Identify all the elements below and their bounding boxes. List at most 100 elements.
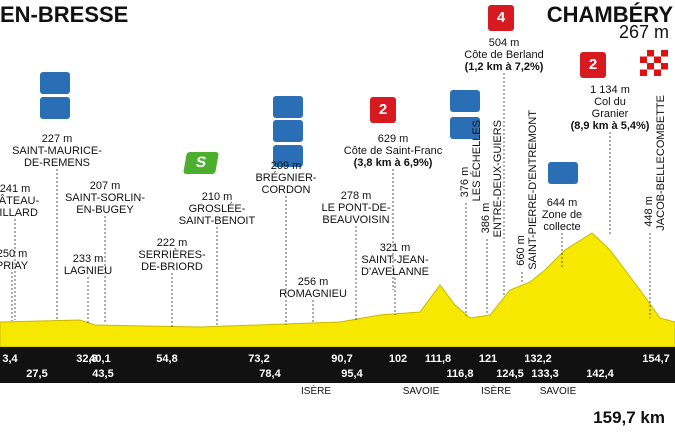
km-mark: 121	[478, 353, 498, 365]
km-mark: 111,8	[424, 353, 452, 365]
vertical-place: 386 m ENTRE-DEUX-GUIERS	[480, 120, 504, 237]
place-label: 233 m LAGNIEU	[64, 253, 112, 277]
vertical-place: 448 m JACOB-BELLECOMBETTE	[643, 95, 667, 231]
category-badge: 4	[488, 5, 514, 31]
place-name: D'AVELANNE	[361, 266, 429, 278]
km-mark: 27,5	[26, 368, 48, 380]
place-name: AILLARD	[0, 207, 38, 219]
place-label: 222 m SERRIÈRES- DE-BRIORD	[138, 237, 205, 273]
vertical-place: 660 m SAINT-PIERRE-D'ENTREMONT	[515, 110, 539, 270]
place-elevation: 644 m	[546, 197, 578, 209]
km-mark: 3,4	[2, 353, 18, 365]
place-label: 504 m Côte de Berland (1,2 km à 7,2%)	[464, 37, 544, 73]
place-label: 210 m GROSLÉE- SAINT-BENOIT	[179, 191, 255, 227]
place-name: Col du	[594, 96, 626, 108]
place-name: CORDON	[261, 184, 311, 196]
km-mark: 54,8	[156, 353, 178, 365]
place-elevation: 629 m	[377, 133, 409, 145]
km-mark: 116,8	[446, 368, 474, 380]
place-elevation: 207 m	[89, 180, 121, 192]
place-name: GROSLÉE-	[188, 203, 246, 215]
flag	[640, 50, 668, 76]
place-name: ROMAGNIEU	[279, 288, 347, 300]
place-name: BEAUVOISIN	[322, 214, 390, 226]
place-name: SAINT-JEAN-	[361, 254, 429, 266]
place-elevation: 256 m	[297, 276, 329, 288]
finish-town: CHAMBÉRY	[546, 2, 673, 27]
region-label: ISÈRE	[300, 386, 332, 397]
start-town: EN-BRESSE	[0, 2, 129, 27]
km-mark: 73,2	[248, 353, 270, 365]
icons	[40, 72, 578, 184]
place-label: 1 134 m Col du Granier (8,9 km à 5,4%)	[571, 84, 650, 132]
km-mark: 95,4	[341, 368, 363, 380]
place-elevation: 1 134 m	[590, 84, 630, 96]
place-elevation: 504 m	[488, 37, 520, 49]
km-mark: 40,1	[89, 353, 111, 365]
place-elevation: 241 m	[0, 183, 31, 195]
elevation-profile	[0, 232, 675, 348]
km-mark: 142,4	[586, 368, 614, 380]
place-name: Côte de Berland	[464, 49, 544, 61]
place-name: Zone de	[541, 209, 583, 221]
km-mark: 78,4	[259, 368, 281, 380]
place-name: DE-BRIORD	[141, 261, 203, 273]
place-label: 278 m LE PONT-DE- BEAUVOISIN	[321, 190, 390, 226]
place-name: SERRIÈRES-	[138, 249, 206, 261]
place-elevation: 386 m	[480, 202, 492, 234]
climb-detail: (1,2 km à 7,2%)	[464, 61, 544, 73]
place-name: JACOB-BELLECOMBETTE	[655, 95, 667, 231]
place-name: BRÉGNIER-	[255, 172, 317, 184]
place-name: LAGNIEU	[63, 265, 113, 277]
place-label: 321 m SAINT-JEAN- D'AVELANNE	[361, 242, 429, 278]
place-elevation: 209 m	[270, 160, 302, 172]
km-mark: 90,7	[331, 353, 353, 365]
place-name: LE PONT-DE-	[321, 202, 391, 214]
place-elevation: 227 m	[41, 133, 73, 145]
place-elevation: 250 m	[0, 248, 28, 260]
region-label: ISÈRE	[480, 386, 512, 397]
category-badge: S	[183, 152, 219, 174]
place-name: HÂTEAU-	[0, 195, 40, 207]
km-mark: 43,5	[92, 368, 114, 380]
place-label: 250 mPRIAY	[0, 248, 28, 272]
place-label: 241 mHÂTEAU-AILLARD	[0, 183, 39, 219]
place-name: EN-BUGEY	[76, 204, 134, 216]
place-label: 227 m SAINT-MAURICE- DE-REMENS	[12, 133, 102, 169]
place-elevation: 321 m	[379, 242, 411, 254]
km-mark: 32,8	[76, 353, 98, 365]
place-name: ENTRE-DEUX-GUIERS	[492, 120, 504, 238]
place-name: SAINT-SORLIN-	[64, 192, 146, 204]
finish-elevation: 267 m	[618, 22, 669, 42]
km-bar	[0, 347, 675, 383]
place-name: Granier	[591, 108, 629, 120]
place-name: collecte	[543, 221, 581, 233]
place-elevation: 278 m	[340, 190, 372, 202]
place-name: PRIAY	[0, 260, 29, 272]
km-mark: 133,3	[531, 368, 559, 380]
place-label: 629 m Côte de Saint-Franc (3,8 km à 6,9%)	[344, 133, 442, 169]
km-mark: 132,2	[524, 353, 552, 365]
place-elevation: 210 m	[201, 191, 233, 203]
place-name: SAINT-BENOIT	[178, 215, 256, 227]
place-name: SAINT-MAURICE-	[12, 145, 102, 157]
place-elevation: 233 m	[72, 253, 104, 265]
category-badge: 2	[580, 52, 606, 78]
place-label: 207 m SAINT-SORLIN- EN-BUGEY	[65, 180, 145, 216]
category-badge: 2	[370, 97, 396, 123]
climb-detail: (8,9 km à 5,4%)	[570, 120, 650, 132]
place-label: 256 m ROMAGNIEU	[279, 276, 347, 300]
total-distance: 159,7 km	[593, 408, 665, 427]
place-elevation: 376 m	[459, 166, 471, 198]
region-label: SAVOIE	[539, 386, 577, 397]
place-elevation: 448 m	[643, 196, 655, 227]
place-name: Côte de Saint-Franc	[343, 145, 443, 157]
km-mark: 154,7	[642, 353, 670, 365]
place-elevation: 222 m	[156, 237, 188, 249]
km-mark: 124,5	[496, 368, 524, 380]
place-name: DE-REMENS	[23, 157, 90, 169]
place-elevation: 660 m	[515, 235, 527, 266]
region-label: SAVOIE	[402, 386, 440, 397]
